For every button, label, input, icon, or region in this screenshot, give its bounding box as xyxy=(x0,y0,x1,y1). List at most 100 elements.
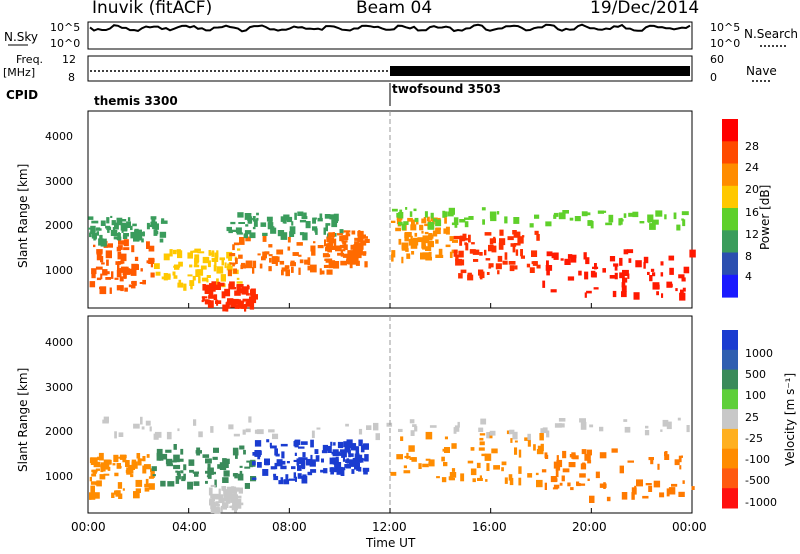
scatter-cell xyxy=(321,458,324,463)
scatter-cell xyxy=(173,464,181,470)
scatter-cell xyxy=(568,462,576,468)
scatter-cell xyxy=(678,274,685,279)
scatter-cell xyxy=(336,466,343,475)
scatter-cell xyxy=(536,234,540,241)
scatter-cell xyxy=(90,485,95,494)
scatter-cell xyxy=(327,236,331,239)
scatter-cell xyxy=(99,287,102,290)
scatter-cell xyxy=(97,456,101,461)
scatter-cell xyxy=(177,250,183,259)
scatter-cell xyxy=(491,448,498,454)
scatter-cell xyxy=(307,471,313,476)
scatter-cell xyxy=(366,425,372,430)
scatter-cell xyxy=(93,492,100,499)
scatter-cell xyxy=(214,506,220,514)
scatter-cell xyxy=(268,244,273,248)
scatter-cell xyxy=(599,426,604,432)
scatter-cell xyxy=(102,269,108,276)
scatter-cell xyxy=(510,243,517,247)
scatter-cell xyxy=(298,267,301,275)
scatter-cell xyxy=(281,269,284,276)
scatter-cell xyxy=(493,465,500,470)
scatter-cell xyxy=(211,257,219,262)
scatter-cell xyxy=(458,250,464,258)
nsky-trace xyxy=(89,23,691,33)
scatter-cell xyxy=(362,236,368,239)
scatter-cell xyxy=(123,274,127,279)
scatter-cell xyxy=(242,298,250,302)
scatter-cell xyxy=(678,491,685,497)
scatter-cell xyxy=(151,221,157,228)
scatter-cell xyxy=(340,449,346,453)
scatter-cell xyxy=(103,416,109,423)
scatter-cell xyxy=(231,486,235,494)
scatter-cell xyxy=(499,238,506,246)
scatter-cell xyxy=(355,454,363,458)
scatter-cell xyxy=(619,257,623,266)
scatter-cell xyxy=(336,233,343,236)
scatter-cell xyxy=(287,236,291,243)
scatter-cell xyxy=(330,441,333,446)
freq-label: Freq. xyxy=(16,53,44,66)
scatter-cell xyxy=(674,459,680,466)
scatter-cell xyxy=(562,450,567,459)
scatter-cell xyxy=(207,260,211,268)
scatter-cell xyxy=(144,483,150,488)
scatter-cell xyxy=(91,220,99,224)
scatter-cell xyxy=(518,477,522,486)
scatter-cell xyxy=(246,299,254,307)
scatter-cell xyxy=(236,284,239,289)
scatter-cell xyxy=(424,223,429,227)
cpid-label: CPID xyxy=(6,88,39,102)
scatter-cell xyxy=(479,433,486,436)
scatter-cell xyxy=(237,499,241,506)
scatter-cell xyxy=(89,281,96,288)
scatter-cell xyxy=(169,249,173,257)
scatter-cell xyxy=(158,454,164,461)
scatter-cell xyxy=(300,463,306,468)
scatter-cell xyxy=(243,233,248,239)
scatter-cell xyxy=(611,448,618,453)
scatter-cell xyxy=(411,219,415,226)
scatter-cell xyxy=(187,252,193,259)
scatter-cell xyxy=(160,480,166,487)
scatter-cell xyxy=(242,265,247,269)
scatter-cell xyxy=(447,211,454,217)
scatter-cell xyxy=(421,230,424,234)
scatter-cell xyxy=(400,436,404,441)
scatter-cell xyxy=(488,244,494,252)
scatter-cell xyxy=(114,222,119,230)
velocity-cbar-tick-100: 100 xyxy=(745,389,766,402)
scatter-cell xyxy=(112,227,116,233)
scatter-cell xyxy=(207,463,211,471)
scatter-cell xyxy=(392,208,398,212)
scatter-cell xyxy=(180,470,184,474)
scatter-cell xyxy=(173,454,180,463)
scatter-cell xyxy=(194,472,199,477)
scatter-cell xyxy=(422,244,427,250)
scatter-cell xyxy=(550,476,557,483)
scatter-cell xyxy=(173,275,178,279)
nsearch-tick-top: 10^5 xyxy=(710,21,741,34)
scatter-cell xyxy=(651,219,659,225)
scatter-cell xyxy=(478,269,484,276)
scatter-cell xyxy=(235,227,242,234)
scatter-cell xyxy=(343,230,351,233)
scatter-cell xyxy=(512,431,518,440)
scatter-cell xyxy=(262,469,269,476)
scatter-cell xyxy=(245,224,249,227)
scatter-cell xyxy=(618,219,624,222)
scatter-cell xyxy=(443,228,447,234)
scatter-cell xyxy=(159,238,164,243)
scatter-cell xyxy=(173,265,181,268)
scatter-cell xyxy=(622,277,628,283)
scatter-cell xyxy=(137,458,142,466)
scatter-cell xyxy=(311,430,315,438)
scatter-cell xyxy=(300,441,308,445)
scatter-cell xyxy=(211,250,215,257)
scatter-cell xyxy=(455,254,459,261)
scatter-cell xyxy=(562,210,569,214)
scatter-cell xyxy=(289,231,295,237)
scatter-cell xyxy=(514,447,518,455)
scatter-cell xyxy=(91,469,98,473)
